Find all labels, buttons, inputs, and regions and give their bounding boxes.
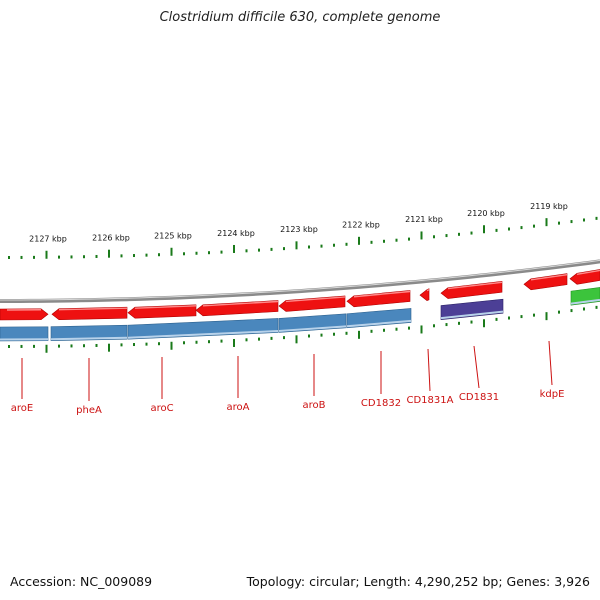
gene-label-kdpe: kdpE [540,389,565,400]
gene-label-aroa: aroA [227,402,250,413]
gene-label-cd1831a: CD1831A [407,395,454,406]
cds-bar [0,326,49,342]
gene-label-cd1831: CD1831 [459,392,499,403]
gene-arrow [51,306,128,321]
gene-labels: aroE pheA aroC aroA aroB CD1832 CD1831A CD1831 k… [11,389,565,416]
gene-arrow-shine [134,305,197,309]
scale-tick-label: 2119 kbp [530,202,568,211]
gene-arrow-shine [58,307,128,311]
gene-label-arob: aroB [303,400,326,411]
gene-arrow [346,290,411,308]
map-title: Clostridium difficile 630, complete geno… [159,10,441,25]
cds-bar-shine [50,336,128,341]
gene-arrow-shine [353,290,411,298]
gene-arrow-shine [447,281,503,290]
cds-bar [440,298,504,320]
genome-backbone [0,259,600,303]
gene-arrow-shine [285,296,346,303]
scale-tick-label: 2123 kbp [280,225,318,234]
gene-arrow [440,280,503,299]
gene-label-aroe: aroE [11,403,33,414]
gene-arrow [0,308,49,321]
scale-labels: 2127 kbp 2126 kbp 2125 kbp 2124 kbp 2123 kbp… [29,202,568,244]
gene-arrow [523,273,568,291]
gene-arrow-shine [202,300,279,307]
gene-label-phea: pheA [76,405,102,416]
scale-tick-label: 2125 kbp [154,232,192,241]
gene-label-cd1832: CD1832 [361,398,401,409]
scale-tick-label: 2122 kbp [342,221,380,230]
cds-bar-shine [570,298,600,305]
cds-bar [50,324,128,342]
scale-tick-label: 2124 kbp [217,229,255,238]
cds-bar-shine [278,325,347,332]
gene-arrow [419,288,430,301]
outer-tick-row [8,216,598,259]
gene-arrow-shine [576,269,600,275]
gene-arrow [278,295,346,312]
cds-bar-shine [346,319,412,328]
feature-track[interactable] [0,269,600,321]
gene-arrow-shine [530,273,568,281]
genome-stats-text: Topology: circular; Length: 4,290,252 bp… [246,574,590,589]
leader-line [427,348,431,392]
scale-tick-label: 2121 kbp [405,215,443,224]
cds-bar-shine [440,310,504,320]
backbone-line [0,259,600,303]
cds-track[interactable] [0,287,600,342]
gene-label-leaders [21,340,553,401]
gene-label-aroc: aroC [150,403,173,414]
accession-text: Accession: NC_009089 [10,574,153,589]
leader-line [473,345,480,389]
backbone-highlight [0,259,600,301]
scale-tick-label: 2120 kbp [467,209,505,218]
scale-tick-label: 2127 kbp [29,235,67,244]
scale-tick-label: 2126 kbp [92,234,130,243]
cds-bar-shine [127,329,279,339]
inner-tick-row [8,305,598,353]
cds-bar [127,318,279,340]
gene-arrow-shine [426,289,430,292]
gene-arrow [569,269,600,285]
leader-line [548,340,553,386]
